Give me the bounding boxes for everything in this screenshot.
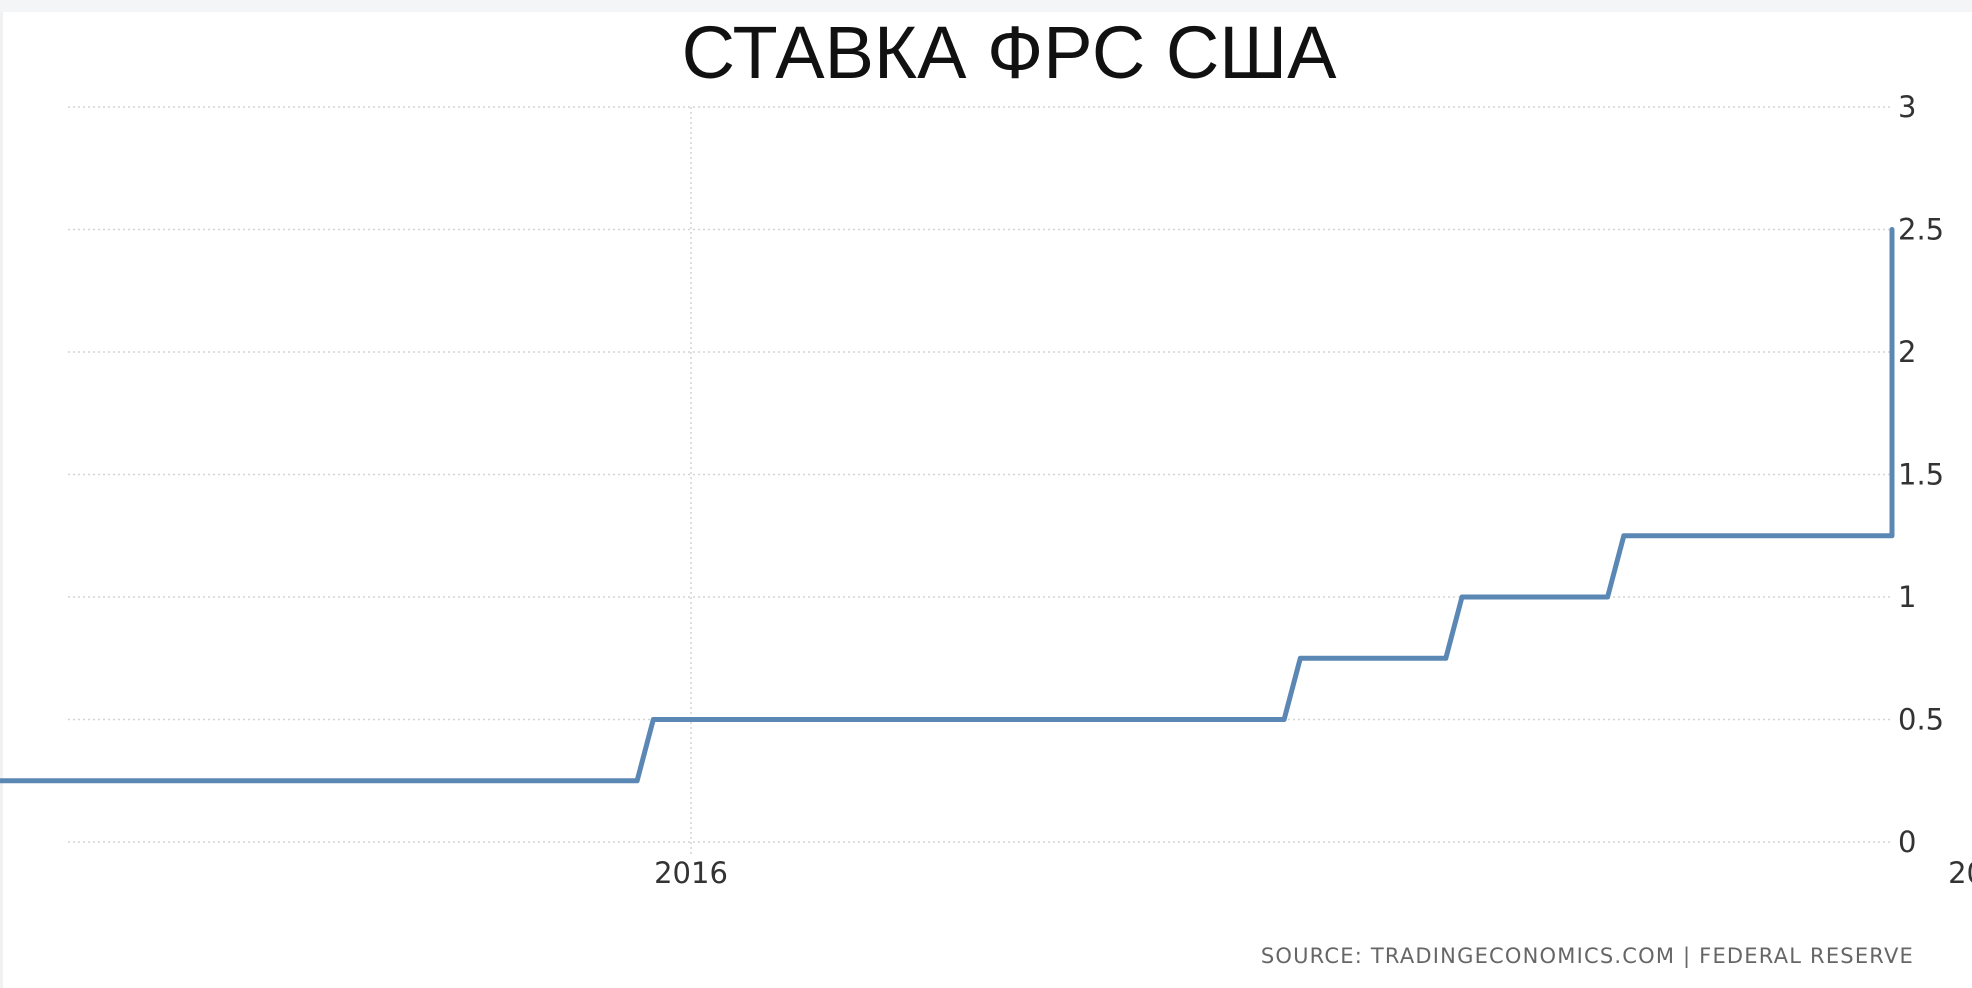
top-border: [0, 0, 1972, 12]
y-gridlines: [68, 106, 1892, 843]
x-gridlines: [690, 107, 692, 854]
x-tick-labels: 2016 2018: [654, 856, 1972, 890]
y-tick-label: 0: [1898, 825, 1916, 859]
y-tick-label: 3: [1898, 90, 1916, 124]
x-tick-label: 2016: [654, 856, 728, 890]
left-border: [0, 12, 3, 988]
y-tick-labels: 0 0.5 1 1.5 2 2.5 3: [1898, 90, 1944, 859]
y-tick-label: 2.5: [1898, 213, 1944, 247]
y-tick-label: 1.5: [1898, 458, 1944, 492]
y-tick-label: 1: [1898, 580, 1916, 614]
y-tick-label: 0.5: [1898, 703, 1944, 737]
source-note: SOURCE: TRADINGECONOMICS.COM | FEDERAL R…: [1260, 944, 1914, 968]
y-tick-label: 2: [1898, 335, 1916, 369]
chart-title: СТАВКА ФРС США: [681, 11, 1337, 94]
series-line: [0, 227, 1895, 784]
x-tick-label: 2018: [1948, 856, 1972, 890]
